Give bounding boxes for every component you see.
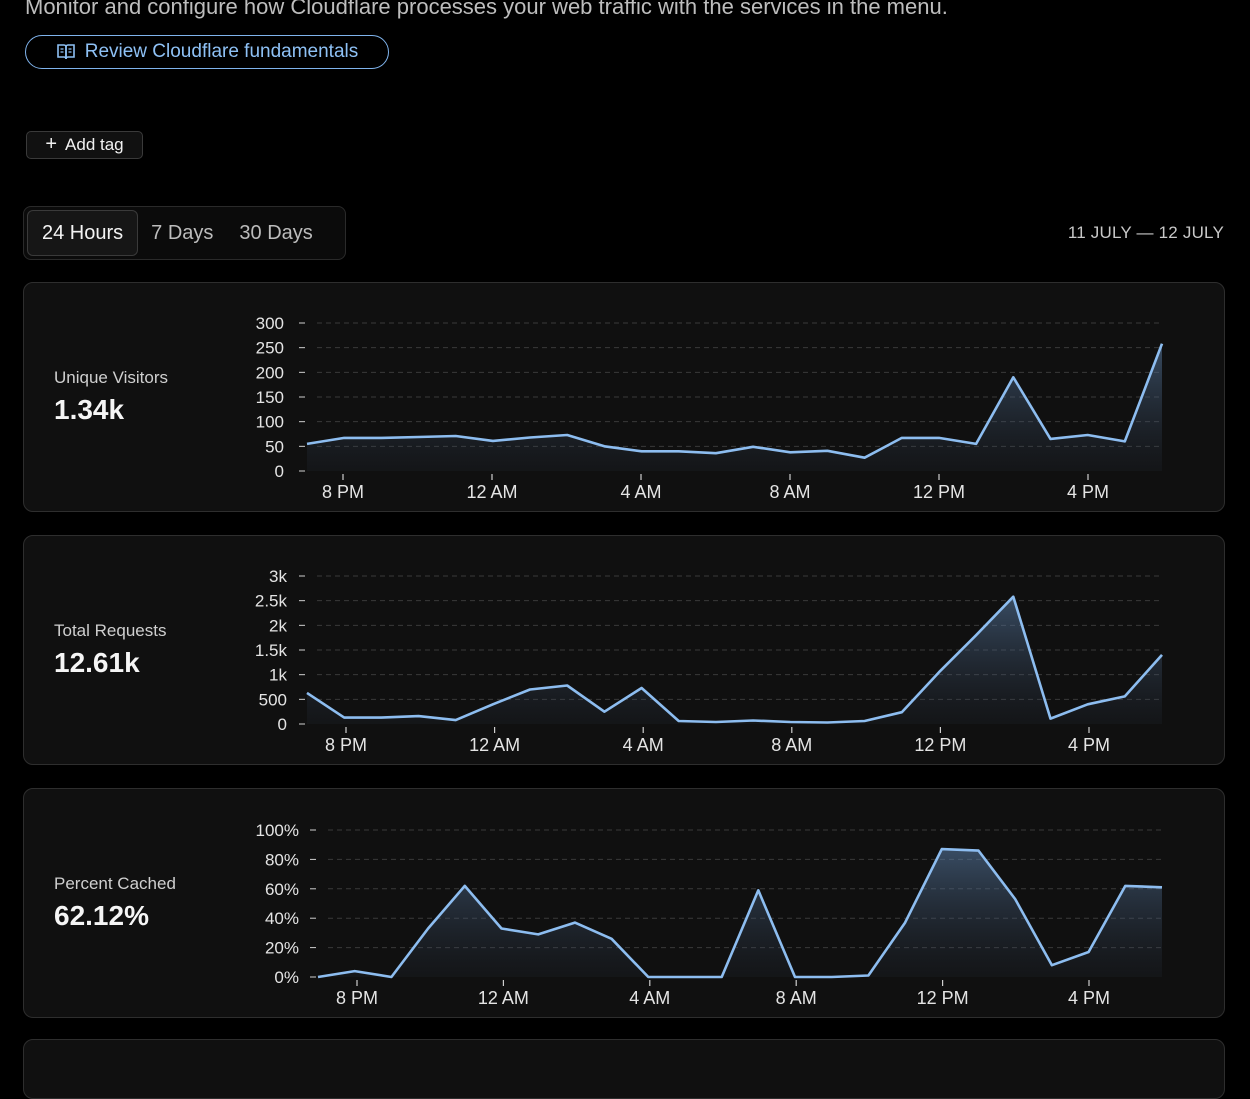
review-fundamentals-label: Review Cloudflare fundamentals — [85, 41, 359, 63]
x-tick-label: 12 AM — [478, 988, 529, 1008]
x-tick-label: 12 PM — [913, 482, 965, 502]
x-tick-label: 12 AM — [469, 735, 520, 755]
y-tick-label: 50 — [265, 437, 284, 456]
y-tick-label: 20% — [265, 939, 299, 958]
x-tick-label: 4 AM — [620, 482, 661, 502]
y-tick-label: 300 — [256, 314, 284, 333]
y-tick-label: 100 — [256, 413, 284, 432]
add-tag-button[interactable]: + Add tag — [26, 131, 143, 159]
unique-visitors-chart: 0 50 100 150 200 250 300 8 PM 12 AM 4 AM 8 AM 12 PM… — [24, 283, 1226, 513]
x-tick-label: 8 PM — [322, 482, 364, 502]
series-area — [318, 849, 1162, 977]
plus-icon: + — [45, 134, 57, 154]
y-tick-label: 2.5k — [255, 592, 288, 611]
page-subtitle: Monitor and configure how Cloudflare pro… — [25, 0, 948, 20]
tab-7-days[interactable]: 7 Days — [138, 210, 226, 256]
x-tick-label: 4 PM — [1068, 735, 1110, 755]
y-tick-label: 100% — [256, 821, 299, 840]
x-tick-label: 8 AM — [769, 482, 810, 502]
x-tick-label: 8 PM — [336, 988, 378, 1008]
x-tick-label: 4 AM — [623, 735, 664, 755]
y-tick-label: 0 — [278, 715, 287, 734]
book-icon — [56, 43, 76, 61]
x-tick-label: 4 AM — [629, 988, 670, 1008]
total-requests-chart: 0 500 1k 1.5k 2k 2.5k 3k 8 PM 12 AM 4 AM 8 AM 12 PM… — [24, 536, 1226, 766]
time-range-tabs: 24 Hours 7 Days 30 Days — [23, 206, 346, 260]
x-tick-label: 12 PM — [917, 988, 969, 1008]
x-tick-label: 8 AM — [776, 988, 817, 1008]
y-tick-label: 250 — [256, 339, 284, 358]
y-tick-label: 2k — [269, 616, 287, 635]
series-area — [307, 344, 1162, 471]
x-tick-label: 12 PM — [914, 735, 966, 755]
tab-30-days[interactable]: 30 Days — [226, 210, 325, 256]
x-tick-label: 4 PM — [1067, 482, 1109, 502]
y-tick-label: 500 — [259, 690, 287, 709]
y-tick-label: 0% — [274, 968, 299, 987]
add-tag-label: Add tag — [65, 135, 124, 155]
percent-cached-card: Percent Cached 62.12% 0%20%40%60%80%100%… — [23, 788, 1225, 1018]
y-tick-label: 150 — [256, 388, 284, 407]
tab-24-hours[interactable]: 24 Hours — [27, 210, 138, 256]
y-tick-label: 40% — [265, 909, 299, 928]
x-tick-label: 4 PM — [1068, 988, 1110, 1008]
date-range: 11 JULY — 12 JULY — [1068, 223, 1224, 243]
y-tick-label: 60% — [265, 880, 299, 899]
y-tick-label: 1k — [269, 666, 287, 685]
x-tick-label: 12 AM — [466, 482, 517, 502]
y-tick-label: 1.5k — [255, 641, 288, 660]
next-card — [23, 1039, 1225, 1099]
y-tick-label: 3k — [269, 567, 287, 586]
x-tick-label: 8 PM — [325, 735, 367, 755]
y-tick-label: 200 — [256, 363, 284, 382]
x-tick-label: 8 AM — [771, 735, 812, 755]
y-tick-label: 0 — [275, 462, 284, 481]
y-tick-label: 80% — [265, 850, 299, 869]
percent-cached-chart: 0% 20% 40% 60% 80% 100% 8 PM 12 AM 4 AM 8 AM 12 PM… — [24, 789, 1226, 1019]
review-fundamentals-button[interactable]: Review Cloudflare fundamentals — [25, 35, 389, 69]
